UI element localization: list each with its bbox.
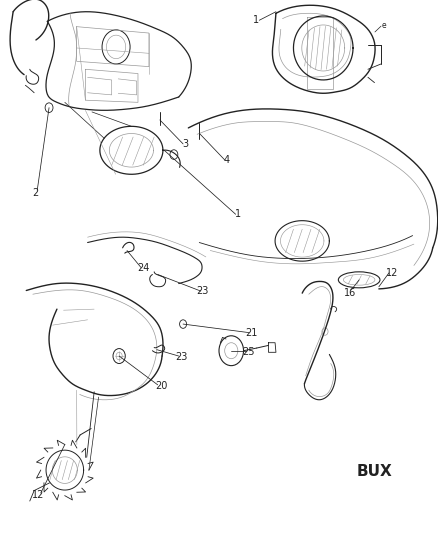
Text: 2: 2 — [32, 188, 38, 198]
Text: 21: 21 — [245, 328, 258, 337]
Text: 23: 23 — [176, 352, 188, 362]
Text: 16: 16 — [344, 288, 357, 298]
Text: 23: 23 — [197, 286, 209, 296]
Text: e: e — [381, 21, 386, 29]
Text: 1: 1 — [235, 209, 241, 219]
Text: 3: 3 — [182, 139, 188, 149]
Text: 20: 20 — [155, 382, 167, 391]
Text: 24: 24 — [138, 263, 150, 272]
Text: BUX: BUX — [357, 464, 392, 479]
Text: 1: 1 — [253, 15, 259, 25]
Text: 25: 25 — [243, 347, 255, 357]
Text: 12: 12 — [386, 268, 398, 278]
Text: 4: 4 — [224, 155, 230, 165]
Text: 12: 12 — [32, 490, 45, 499]
